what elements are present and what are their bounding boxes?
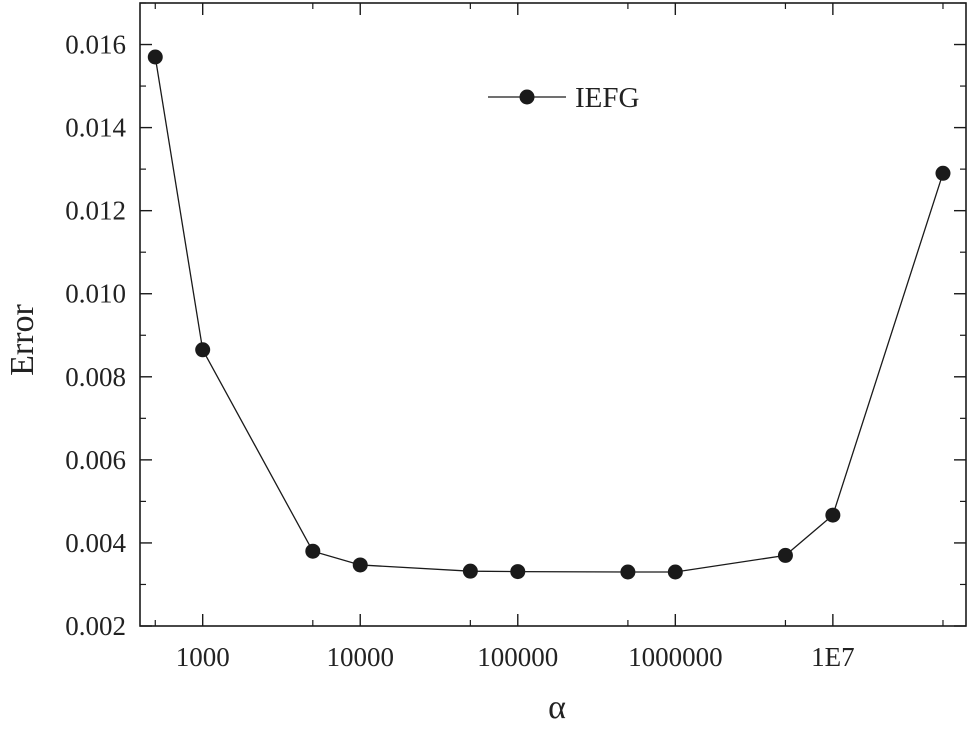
series-line-iefg: [154, 56, 944, 573]
x-tick-label: 1000000: [628, 642, 723, 672]
axis-tick-labels: 1000 10000 100000 1000000 1E7 0.002 0.004 0.006…: [65, 30, 854, 672]
y-tick-label: 0.014: [65, 113, 126, 143]
data-point-iefg: [510, 564, 526, 580]
data-point-iefg: [195, 342, 211, 358]
data-point-iefg: [825, 507, 841, 523]
data-point-iefg: [777, 547, 793, 563]
legend: IEFG: [488, 82, 640, 114]
legend-marker: [519, 89, 535, 105]
legend-label-iefg: IEFG: [575, 82, 640, 114]
x-tick-label: 10000: [326, 642, 394, 672]
y-tick-label: 0.006: [65, 445, 126, 475]
x-tick-label: 100000: [477, 642, 558, 672]
y-tick-label: 0.016: [65, 30, 126, 60]
plot-frame: [139, 2, 967, 627]
data-series: [147, 49, 951, 580]
y-tick-label: 0.010: [65, 279, 126, 309]
y-tick-label: 0.012: [65, 196, 126, 226]
data-point-iefg: [667, 564, 683, 580]
axis-ticks: [140, 2, 966, 627]
y-axis-title: Error: [4, 303, 41, 375]
x-axis-title: α: [548, 689, 566, 726]
data-point-iefg: [147, 49, 163, 65]
data-point-iefg: [620, 564, 636, 580]
x-tick-label: 1000: [176, 642, 230, 672]
plot-frame-rect: [139, 2, 967, 627]
x-tick-label: 1E7: [811, 642, 855, 672]
y-tick-label: 0.002: [65, 611, 126, 641]
y-tick-label: 0.004: [65, 528, 126, 558]
data-point-iefg: [935, 165, 951, 181]
data-point-iefg: [352, 557, 368, 573]
y-tick-label: 0.008: [65, 362, 126, 392]
data-point-iefg: [462, 563, 478, 579]
data-point-iefg: [305, 543, 321, 559]
